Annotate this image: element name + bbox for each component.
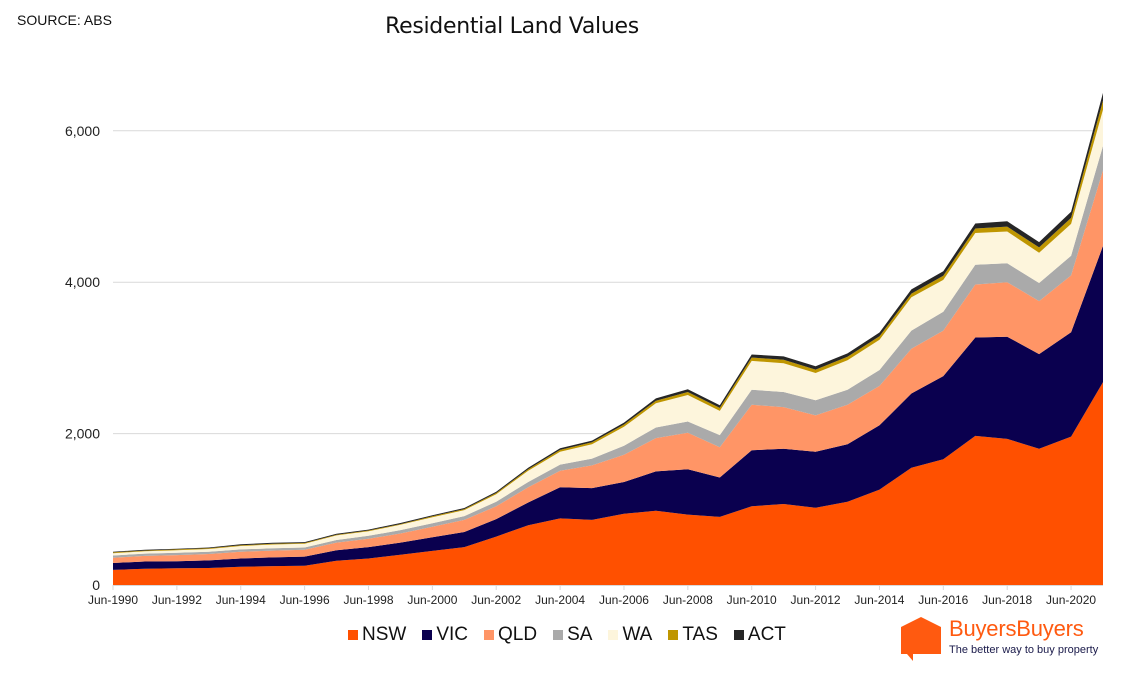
y-axis: 0 2,000 4,000 6,000 xyxy=(65,123,100,593)
legend-swatch xyxy=(608,630,619,640)
x-tick-label: Jun-2000 xyxy=(407,593,457,607)
x-tick-label: Jun-1996 xyxy=(280,593,330,607)
legend-label: NSW xyxy=(362,624,407,645)
x-tick-label: Jun-2002 xyxy=(471,593,521,607)
legend-item-act: ACT xyxy=(733,624,786,646)
legend-swatch xyxy=(668,630,679,640)
logo-name: BuyersBuyers xyxy=(949,616,1084,641)
x-tick-label: Jun-1998 xyxy=(343,593,393,607)
house-logo-icon xyxy=(901,617,941,661)
legend-label: SA xyxy=(567,624,593,645)
x-tick-label: Jun-2018 xyxy=(982,593,1032,607)
buyersbuyers-logo: BuyersBuyers The better way to buy prope… xyxy=(897,614,1107,664)
legend-item-vic: VIC xyxy=(422,624,468,646)
area-vic xyxy=(113,245,1103,570)
x-tick-label: Jun-1990 xyxy=(88,593,138,607)
legend-swatch xyxy=(422,630,433,640)
logo-tagline: The better way to buy property xyxy=(949,644,1099,656)
area-qld xyxy=(113,170,1103,563)
legend-item-nsw: NSW xyxy=(348,624,406,646)
legend-swatch xyxy=(553,630,564,640)
area-sa xyxy=(113,145,1103,558)
y-tick-label: 0 xyxy=(92,577,100,593)
x-tick-label: Jun-2020 xyxy=(1046,593,1096,607)
legend-label: ACT xyxy=(747,624,786,645)
source-label: SOURCE: ABS xyxy=(17,12,112,28)
legend-label: WA xyxy=(622,624,653,645)
legend-item-sa: SA xyxy=(553,624,592,646)
x-tick-label: Jun-1994 xyxy=(216,593,266,607)
y-tick-label: 2,000 xyxy=(65,426,100,442)
legend-label: QLD xyxy=(498,624,538,645)
x-tick-label: Jun-2012 xyxy=(791,593,841,607)
x-tick-label: Jun-2010 xyxy=(727,593,777,607)
area-nsw xyxy=(113,382,1103,585)
x-tick-label: Jun-2008 xyxy=(663,593,713,607)
legend-item-qld: QLD xyxy=(484,624,537,646)
x-tick-label: Jun-2006 xyxy=(599,593,649,607)
legend-swatch xyxy=(733,630,744,640)
legend-item-wa: WA xyxy=(608,624,652,646)
x-tick-label: Jun-1992 xyxy=(152,593,202,607)
legend-swatch xyxy=(484,630,495,640)
legend-label: TAS xyxy=(682,624,718,645)
y-tick-label: 6,000 xyxy=(65,123,100,139)
x-tick-label: Jun-2014 xyxy=(854,593,904,607)
area-series xyxy=(113,92,1103,585)
x-axis: Jun-1990 Jun-1992 Jun-1994 Jun-1996 Jun-1998… xyxy=(88,585,1103,607)
legend: NSW VIC QLD SA WA TAS ACT xyxy=(348,624,786,646)
chart-title: Residential Land Values xyxy=(385,14,639,39)
legend-item-tas: TAS xyxy=(668,624,718,646)
legend-swatch xyxy=(348,630,358,640)
legend-label: VIC xyxy=(436,624,469,645)
area-wa xyxy=(113,109,1103,556)
x-tick-label: Jun-2004 xyxy=(535,593,585,607)
y-tick-label: 4,000 xyxy=(65,274,100,290)
x-tick-label: Jun-2016 xyxy=(918,593,968,607)
